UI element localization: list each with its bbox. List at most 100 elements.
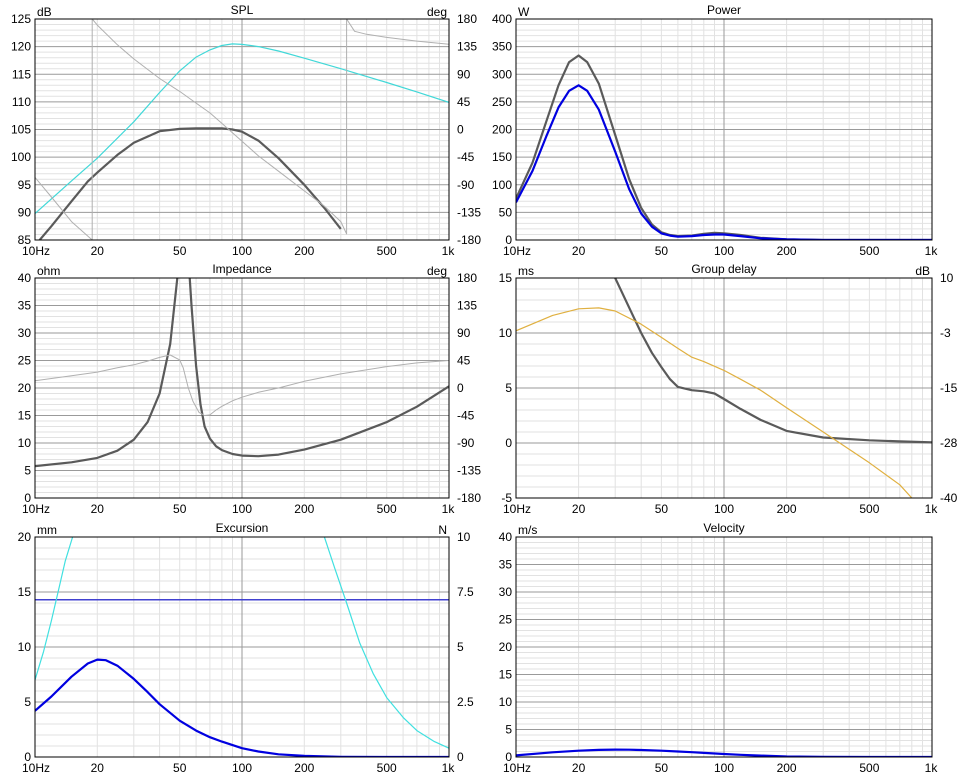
power-xtick: 200 xyxy=(777,244,797,258)
spl-line-phase-b xyxy=(91,19,449,240)
velocity-ytick-left: 5 xyxy=(505,723,512,737)
excursion-xtick: 20 xyxy=(91,761,105,775)
spl-ytick-left: 105 xyxy=(11,123,31,137)
impedance-ytick-left: 40 xyxy=(18,271,32,285)
spl-ytick-left: 125 xyxy=(11,12,31,26)
velocity-left-unit: m/s xyxy=(518,523,537,537)
spl-ytick-left: 85 xyxy=(18,233,32,247)
power-title: Power xyxy=(707,3,741,17)
excursion-ytick-right: 7.5 xyxy=(457,585,474,599)
velocity-xtick: 200 xyxy=(777,761,797,775)
excursion-ytick-left: 10 xyxy=(18,640,32,654)
spl-chart: SPL dB deg 85 90 95 100 105 110 115 120 125 -180 -135… xyxy=(11,3,481,258)
impedance-line-impedance xyxy=(35,278,449,468)
spl-ytick-right: 0 xyxy=(457,123,464,137)
excursion-ytick-left: 15 xyxy=(18,585,32,599)
group-delay-xtick: 20 xyxy=(572,502,586,516)
impedance-ytick-right: -135 xyxy=(457,464,481,478)
excursion-line-force xyxy=(35,537,74,681)
power-ytick-left: 250 xyxy=(492,95,512,109)
spl-xtick: 200 xyxy=(294,244,314,258)
excursion-ytick-right: 5 xyxy=(457,640,464,654)
impedance-xtick: 200 xyxy=(294,502,314,516)
impedance-ytick-right: 45 xyxy=(457,354,471,368)
power-ytick-left: 100 xyxy=(492,178,512,192)
impedance-ytick-left: 15 xyxy=(18,409,32,423)
impedance-ytick-right: -90 xyxy=(457,436,475,450)
impedance-series xyxy=(35,278,449,468)
velocity-plot-frame xyxy=(515,536,933,758)
group-delay-line-group-delay xyxy=(614,278,932,444)
velocity-ytick-left: 40 xyxy=(499,530,513,544)
impedance-ytick-right: -180 xyxy=(457,491,481,505)
spl-title: SPL xyxy=(231,3,254,17)
power-ytick-left: 350 xyxy=(492,40,512,54)
group-delay-left-unit: ms xyxy=(518,264,534,278)
impedance-line-impedance-phase xyxy=(35,354,449,416)
group-delay-xtick: 100 xyxy=(714,502,734,516)
spl-series xyxy=(35,19,449,240)
group-delay-ytick-left: 0 xyxy=(505,436,512,450)
spl-ytick-right: -135 xyxy=(457,205,481,219)
spl-line-spl xyxy=(38,127,342,240)
spl-ytick-right: -45 xyxy=(457,150,475,164)
group-delay-grid xyxy=(516,278,932,498)
excursion-line-excursion xyxy=(35,658,449,757)
power-ytick-left: 400 xyxy=(492,12,512,26)
spl-line-spl-excursion-limited xyxy=(35,43,449,214)
velocity-ytick-left: 25 xyxy=(499,613,513,627)
power-xtick: 100 xyxy=(714,244,734,258)
power-xtick: 1k xyxy=(925,244,939,258)
impedance-ytick-left: 30 xyxy=(18,326,32,340)
group-delay-xtick: 500 xyxy=(859,502,879,516)
spl-xtick: 1k xyxy=(442,244,456,258)
spl-plot-frame xyxy=(34,18,450,241)
velocity-ytick-left: 35 xyxy=(499,558,513,572)
impedance-ytick-left: 10 xyxy=(18,436,32,450)
excursion-xtick: 1k xyxy=(442,761,456,775)
velocity-ytick-left: 15 xyxy=(499,668,513,682)
spl-xtick: 500 xyxy=(377,244,397,258)
excursion-xtick: 500 xyxy=(377,761,397,775)
spl-ytick-right: -180 xyxy=(457,233,481,247)
group-delay-ytick-left: 5 xyxy=(505,381,512,395)
impedance-ytick-left: 35 xyxy=(18,299,32,313)
velocity-ytick-left: 30 xyxy=(499,585,513,599)
excursion-xtick: 100 xyxy=(232,761,252,775)
power-xtick: 20 xyxy=(572,244,586,258)
spl-ytick-right: 180 xyxy=(457,12,477,26)
group-delay-xtick: 50 xyxy=(655,502,669,516)
excursion-ytick-right: 10 xyxy=(457,530,471,544)
velocity-xtick: 50 xyxy=(655,761,669,775)
excursion-title: Excursion xyxy=(216,521,269,535)
velocity-ytick-left: 10 xyxy=(499,695,513,709)
power-series xyxy=(516,54,932,240)
group-delay-ytick-right: -15 xyxy=(940,381,958,395)
group-delay-xtick: 200 xyxy=(777,502,797,516)
velocity-ytick-left: 0 xyxy=(505,750,512,764)
excursion-ytick-right: 2.5 xyxy=(457,695,474,709)
spl-ytick-right: -90 xyxy=(457,178,475,192)
spl-grid xyxy=(35,19,449,240)
impedance-plot-frame xyxy=(34,277,450,499)
power-ytick-left: 150 xyxy=(492,150,512,164)
impedance-ytick-right: -45 xyxy=(457,409,475,423)
excursion-left-unit: mm xyxy=(37,523,57,537)
spl-ytick-left: 95 xyxy=(18,178,32,192)
impedance-xtick: 20 xyxy=(91,502,105,516)
impedance-ytick-left: 0 xyxy=(24,491,31,505)
group-delay-ytick-right: -28 xyxy=(940,436,958,450)
power-xtick: 50 xyxy=(655,244,669,258)
spl-xtick: 50 xyxy=(173,244,187,258)
excursion-ytick-left: 20 xyxy=(18,530,32,544)
impedance-xtick: 50 xyxy=(173,502,187,516)
velocity-xtick: 500 xyxy=(859,761,879,775)
spl-line-phase-a xyxy=(35,177,93,240)
excursion-line-force-high xyxy=(323,537,449,749)
group-delay-line-group-delay-spl xyxy=(516,307,913,498)
excursion-grid xyxy=(35,537,449,757)
impedance-xtick: 1k xyxy=(442,502,456,516)
impedance-left-unit: ohm xyxy=(37,264,60,278)
